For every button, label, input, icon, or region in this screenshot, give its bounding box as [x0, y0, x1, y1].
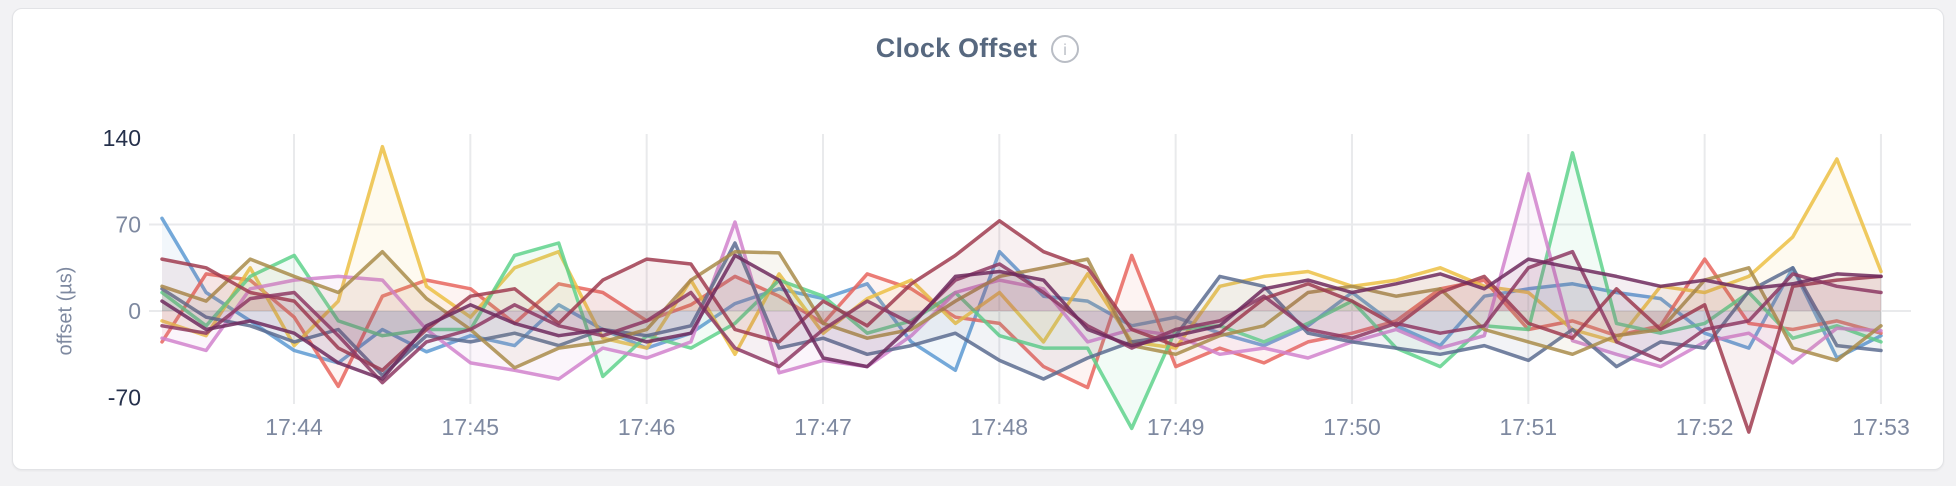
x-tick-17:52: 17:52 [1676, 414, 1734, 440]
series-line-wine[interactable] [160, 219, 1883, 434]
chart-header: Clock Offset i [13, 33, 1943, 64]
series-line-berry[interactable] [160, 249, 1883, 385]
series-line-slate[interactable] [160, 241, 1883, 381]
info-icon[interactable]: i [1050, 34, 1080, 64]
series-line-plum[interactable] [160, 253, 1883, 381]
x-tick-17:49: 17:49 [1147, 414, 1205, 440]
info-icon-glyph: i [1063, 42, 1067, 59]
series-line-gold[interactable] [160, 144, 1883, 357]
clock-offset-chart[interactable]: 140 70 0 -70 17:44 17:45 17:46 17:47 17:48 17:49 1… [13, 9, 1943, 469]
x-tick-17:53: 17:53 [1852, 414, 1910, 440]
x-tick-17:44: 17:44 [265, 414, 323, 440]
series-area-gold [162, 146, 1881, 355]
y-tick-0: 0 [128, 298, 141, 324]
chart-title: Clock Offset [875, 33, 1038, 63]
series-line-blue[interactable] [160, 216, 1883, 373]
info-icon-circle [1051, 34, 1080, 63]
series-area-wine [162, 220, 1881, 433]
series-line-salmon[interactable] [160, 253, 1883, 390]
y-tick--70: -70 [108, 385, 141, 411]
x-tick-17:46: 17:46 [618, 414, 676, 440]
y-tick-140: 140 [103, 125, 141, 151]
y-axis-title: offset (µs) [54, 266, 77, 356]
x-tick-17:50: 17:50 [1323, 414, 1381, 440]
x-tick-17:51: 17:51 [1500, 414, 1558, 440]
series-line-green[interactable] [160, 151, 1883, 431]
y-tick-70: 70 [115, 212, 141, 238]
series-area-slate [162, 243, 1881, 379]
x-tick-17:45: 17:45 [442, 414, 500, 440]
series-area-plum [162, 255, 1881, 379]
x-tick-17:47: 17:47 [794, 414, 852, 440]
clock-offset-card: 140 70 0 -70 17:44 17:45 17:46 17:47 17:48 17:49 1… [12, 8, 1944, 470]
series-area-khaki [162, 251, 1881, 368]
x-tick-17:48: 17:48 [971, 414, 1029, 440]
series-area-orchid [162, 173, 1881, 379]
